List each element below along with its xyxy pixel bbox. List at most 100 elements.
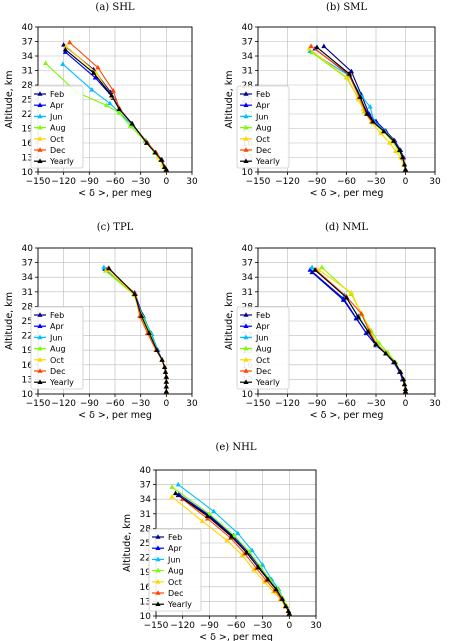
data-point: [348, 68, 355, 74]
x-axis-label: < δ >, per meg: [310, 188, 384, 199]
data-point: [103, 102, 110, 108]
data-point: [393, 148, 399, 154]
data-point: [63, 43, 69, 49]
y-axis-label: Altitude, km: [122, 514, 133, 572]
chart-panel: (e) NHL −150 −120 −90 −60 −30 0 30 10 13 16 19 22 25 2…: [122, 442, 322, 641]
y-tick-label: 25: [22, 317, 33, 327]
y-tick-label: 37: [140, 481, 151, 491]
data-point: [314, 44, 320, 50]
data-point: [367, 103, 373, 109]
legend-marker: [37, 379, 43, 384]
data-point: [62, 46, 68, 52]
data-point: [154, 347, 160, 352]
data-point: [400, 376, 407, 382]
legend-marker: [243, 368, 249, 373]
data-point: [399, 154, 406, 160]
legend-label-oct: Oct: [50, 356, 64, 365]
y-tick-label: 31: [22, 67, 33, 77]
legend-label-jun: Jun: [255, 333, 269, 342]
y-tick-label: 31: [22, 288, 33, 298]
x-tick-label: −150: [26, 177, 51, 187]
legend-label-apr: Apr: [50, 101, 65, 110]
legend-marker: [243, 113, 249, 119]
legend-label-feb: Feb: [50, 311, 64, 320]
data-point: [239, 552, 245, 557]
legend-label-oct: Oct: [256, 135, 270, 144]
y-tick-label: 34: [242, 52, 254, 62]
x-tick-label: −30: [131, 177, 150, 187]
x-tick-label: 30: [186, 399, 198, 409]
x-tick-label: 30: [310, 621, 322, 631]
y-tick-label: 10: [22, 390, 34, 400]
data-point: [283, 603, 289, 609]
y-tick-label: 28: [22, 81, 34, 91]
data-point: [204, 513, 211, 519]
data-point: [127, 123, 133, 128]
data-point: [397, 369, 404, 374]
legend-label-apr: Apr: [256, 322, 271, 331]
data-point: [383, 350, 389, 356]
series-line-feb: [106, 269, 167, 392]
panel-title: (c) TPL: [97, 222, 134, 233]
y-tick-label: 37: [242, 259, 253, 269]
legend-marker: [243, 357, 249, 362]
data-point: [309, 49, 315, 55]
data-point: [402, 166, 409, 172]
data-point: [163, 374, 169, 379]
legend-label-yearly: Yearly: [49, 157, 74, 166]
y-tick-label: 40: [140, 466, 152, 476]
y-tick-label: 19: [22, 125, 34, 135]
legend-label-jun: Jun: [255, 112, 269, 121]
series-line-jun: [309, 50, 407, 170]
data-point: [132, 291, 138, 297]
legend-label-aug: Aug: [50, 124, 66, 133]
x-tick-label: −150: [26, 399, 51, 409]
x-axis-label: < δ >, per meg: [310, 410, 384, 421]
legend-marker: [243, 323, 249, 328]
legend-label-apr: Apr: [50, 322, 65, 331]
data-point: [95, 64, 101, 70]
data-point: [381, 128, 387, 134]
legend-marker: [155, 567, 161, 573]
data-point: [152, 149, 158, 155]
data-point: [175, 481, 181, 487]
legend-marker: [243, 147, 249, 152]
legend: Feb Apr Jun Aug Oct Dec Yearly: [30, 85, 84, 169]
x-tick-label: 0: [286, 621, 292, 631]
data-point: [402, 388, 409, 394]
y-axis-label: Altitude, km: [4, 292, 15, 350]
data-point: [89, 87, 95, 92]
x-tick-label: −90: [308, 177, 327, 187]
legend-label-feb: Feb: [256, 311, 270, 320]
panel-title: (a) SHL: [95, 2, 135, 13]
data-point: [251, 566, 257, 572]
data-point: [286, 610, 292, 616]
data-point: [255, 564, 261, 570]
y-tick-label: 22: [22, 110, 33, 120]
data-point: [169, 484, 175, 489]
series-line-oct: [106, 269, 167, 392]
data-point: [346, 71, 353, 76]
data-point: [321, 43, 327, 49]
series-line-jun: [103, 267, 167, 392]
data-point: [355, 96, 361, 102]
y-tick-label: 22: [140, 554, 151, 564]
data-point: [319, 264, 325, 270]
y-tick-label: 40: [242, 244, 254, 254]
legend-box: [30, 85, 84, 169]
series-line-dec: [310, 45, 407, 170]
x-tick-label: −60: [337, 399, 356, 409]
data-point: [364, 111, 370, 116]
legend-label-jun: Jun: [167, 555, 181, 564]
chart-panel: (c) TPL −150 −120 −90 −60 −30 0 30 10 13 16 19 22 25 2…: [4, 222, 198, 421]
x-tick-label: −150: [144, 621, 169, 631]
data-point: [279, 596, 285, 601]
y-axis-label: Altitude, km: [4, 71, 15, 129]
x-tick-label: 0: [163, 399, 169, 409]
legend-label-dec: Dec: [256, 146, 271, 155]
x-tick-label: 30: [429, 177, 441, 187]
data-point: [306, 45, 312, 51]
data-point: [228, 533, 235, 539]
data-point: [387, 140, 393, 145]
legend-label-feb: Feb: [256, 90, 270, 99]
